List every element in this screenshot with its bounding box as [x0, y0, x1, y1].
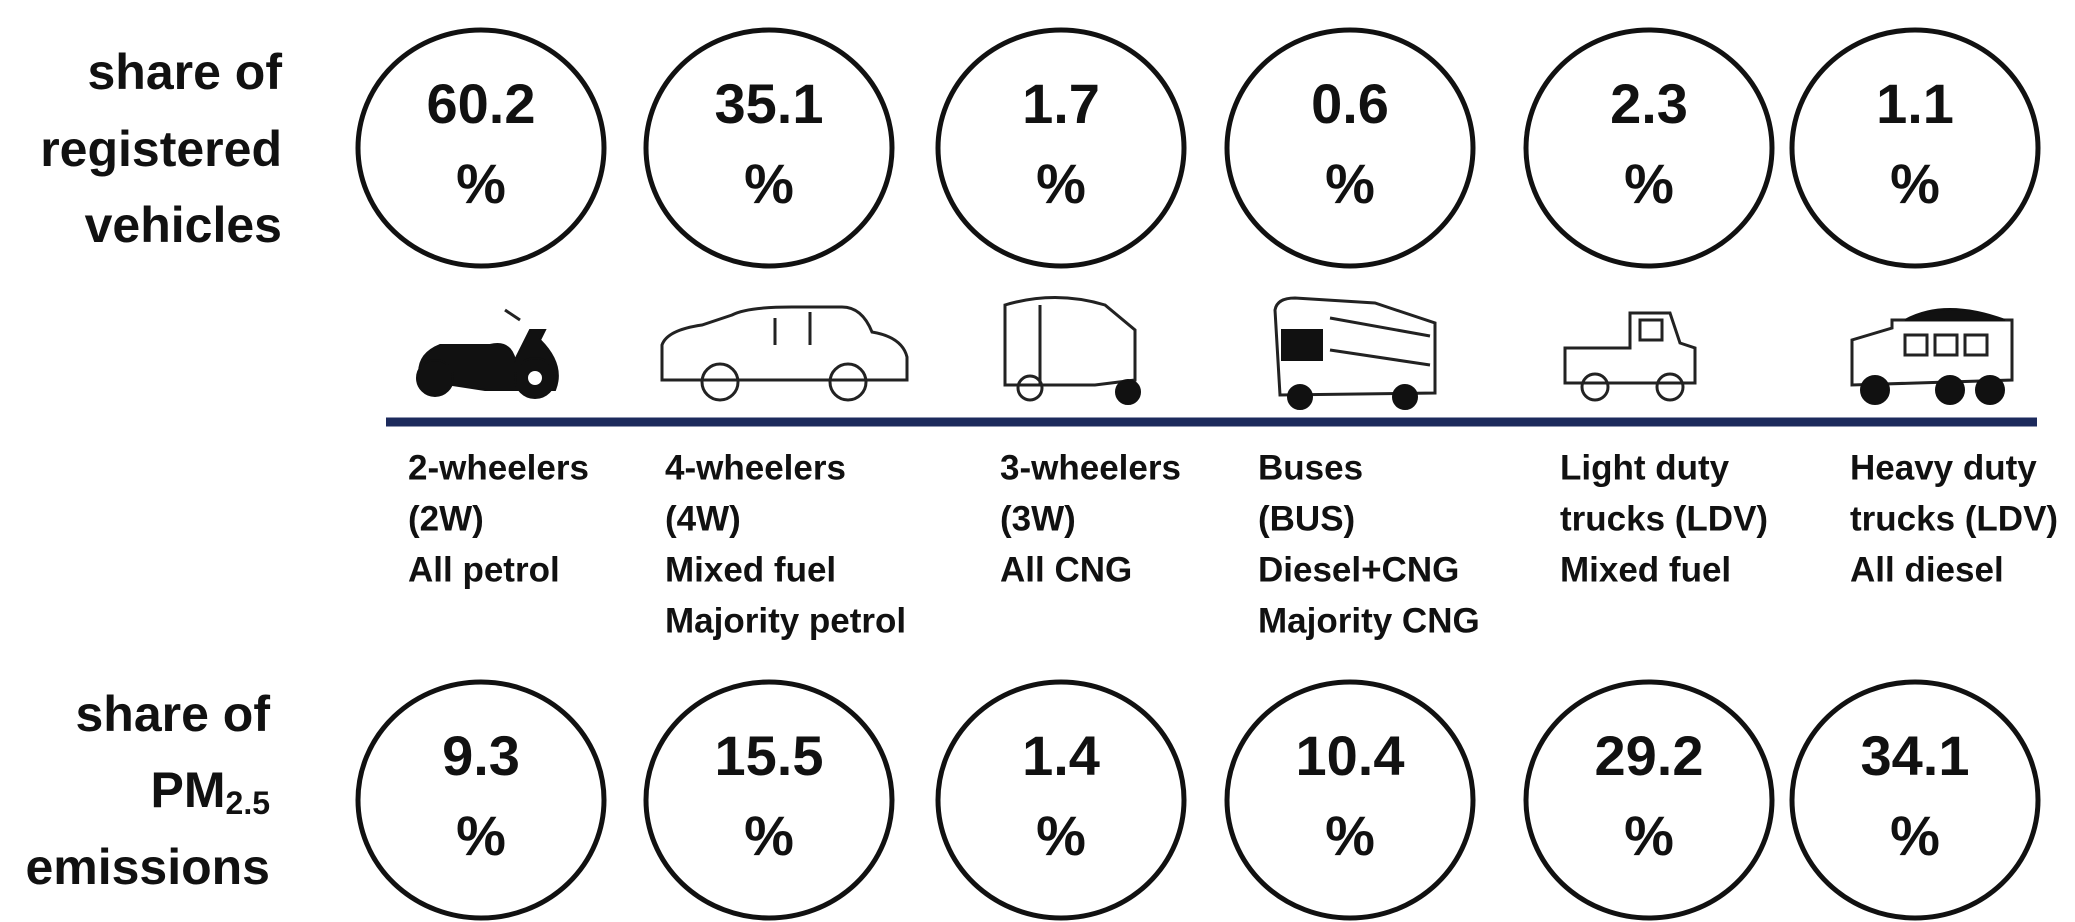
- share-value: 0.6: [1311, 72, 1389, 135]
- vehicle-label: Majority CNG: [1258, 601, 1480, 640]
- value-circle: [1792, 30, 2038, 266]
- share-unit: %: [1624, 152, 1674, 215]
- vehicle-label: All petrol: [408, 550, 560, 589]
- row-label: share of: [75, 686, 270, 742]
- value-circle: [938, 682, 1184, 918]
- vehicle-label: 3-wheelers: [1000, 448, 1181, 487]
- vehicle-label: Mixed fuel: [1560, 550, 1731, 589]
- value-circle: [1526, 30, 1772, 266]
- row-label: registered: [40, 121, 282, 177]
- pm-subscript: 2.5: [226, 785, 270, 821]
- share-unit: %: [1325, 152, 1375, 215]
- value-circle: [358, 682, 604, 918]
- share-unit: %: [1890, 804, 1940, 867]
- share-unit: %: [744, 804, 794, 867]
- share-value: 1.7: [1022, 72, 1100, 135]
- vehicle-icons: [417, 298, 2012, 410]
- row-label: emissions: [25, 839, 270, 895]
- share-unit: %: [744, 152, 794, 215]
- scooter-icon: [417, 310, 558, 398]
- vehicle-label: Buses: [1258, 448, 1363, 487]
- row-label: vehicles: [85, 197, 282, 253]
- vehicle-label: All diesel: [1850, 550, 2004, 589]
- vehicle-label: trucks (LDV): [1560, 499, 1768, 538]
- share-value: 9.3: [442, 724, 520, 787]
- share-value: 29.2: [1595, 724, 1704, 787]
- vehicle-label: 2-wheelers: [408, 448, 589, 487]
- share-value: 2.3: [1610, 72, 1688, 135]
- share-unit: %: [1890, 152, 1940, 215]
- value-circle: [646, 30, 892, 266]
- vehicle-label: (3W): [1000, 499, 1076, 538]
- heavy-truck-icon: [1852, 309, 2012, 404]
- infographic: share of registered vehicles 60.2% 35.1% 1.7%…: [0, 0, 2075, 922]
- value-circle: [646, 682, 892, 918]
- vehicle-label: Heavy duty: [1850, 448, 2037, 487]
- share-value: 34.1: [1861, 724, 1970, 787]
- vehicle-label: Diesel+CNG: [1258, 550, 1459, 589]
- share-unit: %: [1036, 804, 1086, 867]
- vehicle-label: Majority petrol: [665, 601, 906, 640]
- share-value: 10.4: [1296, 724, 1405, 787]
- light-truck-icon: [1565, 313, 1695, 400]
- share-unit: %: [1036, 152, 1086, 215]
- vehicle-label: Mixed fuel: [665, 550, 836, 589]
- share-unit: %: [1325, 804, 1375, 867]
- vehicle-label: (BUS): [1258, 499, 1355, 538]
- value-circle: [1526, 682, 1772, 918]
- share-unit: %: [1624, 804, 1674, 867]
- vehicle-label: trucks (LDV): [1850, 499, 2058, 538]
- bus-icon: [1275, 298, 1435, 409]
- row-label: share of: [87, 44, 282, 100]
- vehicle-label: 4-wheelers: [665, 448, 846, 487]
- vehicle-label: (4W): [665, 499, 741, 538]
- share-unit: %: [456, 804, 506, 867]
- share-value: 35.1: [715, 72, 824, 135]
- value-circle: [938, 30, 1184, 266]
- car-icon: [662, 307, 907, 400]
- value-circle: [1792, 682, 2038, 918]
- share-value: 15.5: [715, 724, 824, 787]
- value-circle: [358, 30, 604, 266]
- vehicle-label: Light duty: [1560, 448, 1730, 487]
- share-value: 60.2: [427, 72, 536, 135]
- value-circle: [1227, 682, 1473, 918]
- vehicle-label: (2W): [408, 499, 484, 538]
- vehicle-label: All CNG: [1000, 550, 1132, 589]
- share-unit: %: [456, 152, 506, 215]
- auto-rickshaw-icon: [1005, 298, 1140, 405]
- value-circle: [1227, 30, 1473, 266]
- share-value: 1.4: [1022, 724, 1100, 787]
- share-value: 1.1: [1876, 72, 1954, 135]
- pm-label: PM: [151, 762, 226, 818]
- row-label: PM2.5: [151, 762, 270, 821]
